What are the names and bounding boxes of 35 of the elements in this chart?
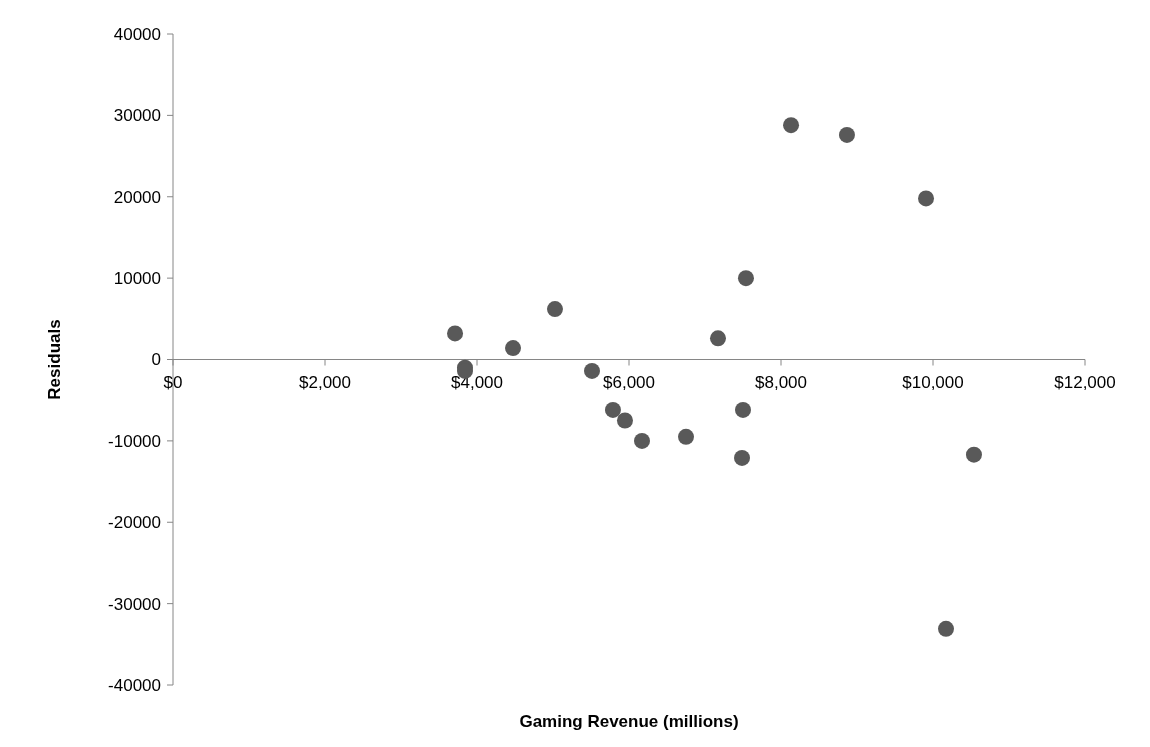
- point: [734, 449, 751, 466]
- point: [735, 401, 751, 418]
- x-tick-label: $10,000: [902, 372, 964, 392]
- x-tick-label: $6,000: [603, 372, 655, 392]
- x-tick-label: $4,000: [451, 372, 503, 392]
- point: [634, 432, 650, 449]
- y-tick-label: -20000: [108, 513, 161, 533]
- y-tick-label: 30000: [113, 106, 161, 126]
- point: [710, 330, 726, 347]
- y-axis-title: Residuals: [45, 319, 64, 400]
- x-tick-label: $2,000: [299, 372, 351, 392]
- point: [838, 126, 855, 143]
- x-tick-label: $12,000: [1054, 372, 1116, 392]
- x-tick-label: $0: [163, 372, 183, 392]
- y-tick-label: -40000: [108, 675, 161, 695]
- point: [938, 620, 954, 637]
- y-tick-label: 20000: [113, 187, 161, 207]
- point: [546, 301, 563, 318]
- point: [583, 362, 600, 379]
- point: [616, 412, 633, 429]
- y-tick-label: -30000: [108, 594, 161, 614]
- y-tick-label: -10000: [108, 431, 161, 451]
- point: [678, 428, 694, 445]
- y-tick-label: 10000: [113, 269, 161, 289]
- point: [783, 117, 800, 134]
- y-tick-label: 40000: [113, 24, 161, 44]
- x-axis-title: Gaming Revenue (millions): [519, 712, 739, 731]
- point: [505, 340, 522, 357]
- point: [604, 401, 621, 418]
- y-tick-label: 0: [151, 350, 161, 370]
- x-tick-label: $8,000: [755, 372, 807, 392]
- point: [737, 270, 754, 287]
- point: [918, 190, 935, 207]
- point: [965, 446, 982, 463]
- point: [447, 325, 464, 342]
